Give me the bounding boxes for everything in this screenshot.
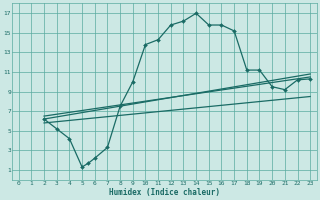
X-axis label: Humidex (Indice chaleur): Humidex (Indice chaleur) xyxy=(109,188,220,197)
